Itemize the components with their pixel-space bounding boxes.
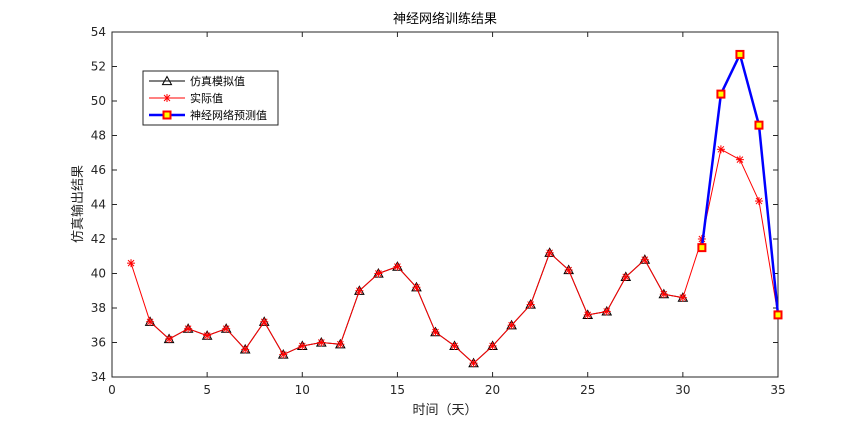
x-tick-label: 30 (675, 383, 690, 397)
x-tick-label: 15 (390, 383, 405, 397)
legend-marker (161, 75, 173, 86)
data-point (184, 324, 193, 333)
y-tick-label: 54 (91, 25, 106, 39)
data-point (298, 341, 307, 350)
series-2 (697, 49, 783, 320)
y-tick-label: 44 (91, 198, 106, 212)
data-point (260, 317, 269, 326)
data-point (279, 350, 288, 359)
data-point (773, 310, 783, 320)
legend-label: 实际值 (190, 91, 223, 105)
series-layer (127, 49, 783, 368)
legend-label: 仿真模拟值 (190, 74, 245, 88)
data-point (507, 321, 516, 330)
x-tick-label: 25 (580, 383, 595, 397)
data-point (450, 341, 459, 350)
data-point (203, 331, 212, 340)
data-point (678, 293, 687, 302)
series-1 (127, 145, 782, 368)
y-tick-label: 52 (91, 60, 106, 74)
data-point (602, 307, 611, 316)
data-point (716, 89, 726, 99)
chart-title: 神经网络训练结果 (393, 11, 497, 27)
data-point (469, 359, 478, 368)
y-tick-label: 48 (91, 129, 106, 143)
y-tick-label: 38 (91, 301, 106, 315)
y-tick-label: 42 (91, 232, 106, 246)
x-axis-label: 时间（天） (412, 403, 477, 418)
data-point (222, 324, 231, 333)
legend-label: 神经网络预测值 (190, 108, 267, 122)
data-point (659, 290, 668, 299)
data-point (146, 317, 155, 326)
legend-entry: 实际值 (149, 91, 223, 105)
axes: 0 5 10 15 20 25 30 35 34 36 38 40 42 44 46 48 50 52 54 (91, 25, 786, 397)
data-point (412, 283, 421, 292)
x-tick-label: 0 (108, 383, 116, 397)
data-point (317, 338, 326, 347)
data-point (336, 340, 345, 349)
y-tick-label: 36 (91, 336, 106, 350)
data-point (545, 248, 554, 257)
x-tick-label: 5 (203, 383, 211, 397)
data-point (241, 345, 250, 354)
y-tick-label: 34 (91, 370, 106, 384)
data-point (735, 49, 745, 59)
data-point (697, 243, 707, 253)
data-point (621, 272, 630, 281)
y-axis-label: 仿真输出结果 (70, 165, 86, 243)
data-point (431, 328, 440, 337)
y-tick-label: 46 (91, 163, 106, 177)
data-point (754, 120, 764, 130)
data-point (564, 266, 573, 275)
data-point (716, 145, 725, 154)
y-tick-label: 40 (91, 267, 106, 281)
data-point (754, 197, 763, 206)
x-tick-label: 20 (485, 383, 500, 397)
x-tick-label: 10 (295, 383, 310, 397)
data-point (526, 300, 535, 309)
data-point (583, 310, 592, 319)
data-point (393, 262, 402, 271)
legend-marker (163, 94, 171, 102)
y-tick-label: 50 (91, 94, 106, 108)
data-point (735, 155, 744, 164)
data-point (127, 259, 136, 268)
data-point (374, 269, 383, 278)
data-point (640, 255, 649, 264)
legend-entry: 仿真模拟值 (149, 74, 245, 88)
x-tick-label: 35 (770, 383, 785, 397)
data-point (355, 286, 364, 295)
data-point (165, 335, 174, 344)
data-point (488, 341, 497, 350)
legend-entry: 神经网络预测值 (149, 108, 267, 122)
legend-marker (162, 110, 172, 120)
